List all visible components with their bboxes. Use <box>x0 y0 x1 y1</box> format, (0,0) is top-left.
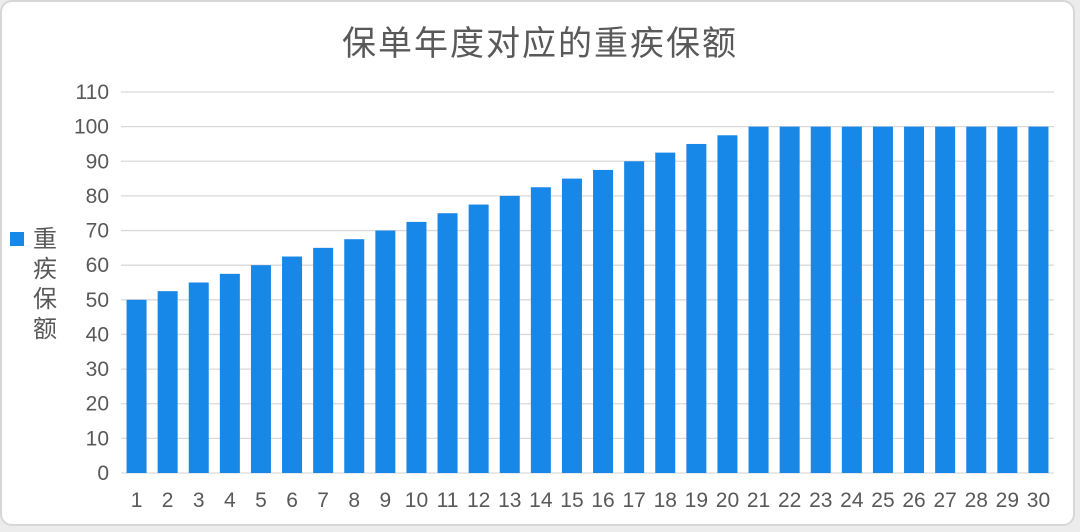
bar-year-29 <box>997 126 1018 474</box>
y-tick-label-90: 90 <box>86 150 109 173</box>
x-tick-label-28: 28 <box>965 489 988 512</box>
bar-year-14 <box>530 187 551 473</box>
x-tick-label-25: 25 <box>871 489 894 512</box>
x-tick-label-13: 13 <box>498 489 521 512</box>
bar-year-6 <box>282 256 303 473</box>
bar-year-5 <box>250 265 271 473</box>
bar-year-10 <box>406 221 427 473</box>
x-tick-label-24: 24 <box>840 489 864 512</box>
bar-year-15 <box>561 178 582 473</box>
x-tick-label-3: 3 <box>193 489 205 512</box>
x-tick-label-22: 22 <box>778 489 801 512</box>
x-tick-label-18: 18 <box>654 489 677 512</box>
x-tick-label-6: 6 <box>286 489 298 512</box>
bar-year-18 <box>655 152 676 473</box>
x-tick-label-29: 29 <box>996 489 1019 512</box>
bar-year-3 <box>188 282 209 473</box>
bar-year-17 <box>624 161 645 474</box>
x-tick-label-2: 2 <box>162 489 174 512</box>
legend-swatch-icon <box>10 232 24 246</box>
x-tick-label-5: 5 <box>255 489 267 512</box>
chart-title: 保单年度对应的重疾保额 <box>342 24 738 64</box>
legend-series-label: 重疾保额 <box>33 225 57 343</box>
bar-year-2 <box>157 291 178 473</box>
x-tick-label-9: 9 <box>380 489 392 512</box>
x-tick-label-27: 27 <box>933 489 956 512</box>
y-tick-label-20: 20 <box>86 393 109 416</box>
bar-year-16 <box>593 169 614 473</box>
x-tick-label-8: 8 <box>348 489 360 512</box>
x-tick-label-7: 7 <box>317 489 329 512</box>
bar-year-27 <box>935 126 956 474</box>
y-tick-label-50: 50 <box>86 289 109 312</box>
x-tick-label-23: 23 <box>809 489 832 512</box>
legend: 重疾保额 <box>10 224 57 344</box>
y-tick-label-60: 60 <box>86 254 109 277</box>
x-tick-label-30: 30 <box>1027 489 1050 512</box>
bar-year-30 <box>1028 126 1049 474</box>
bar-year-12 <box>468 204 489 473</box>
bar-year-28 <box>966 126 987 474</box>
bar-year-22 <box>779 126 800 474</box>
y-tick-label-80: 80 <box>86 185 109 208</box>
x-tick-label-21: 21 <box>747 489 770 512</box>
x-tick-label-4: 4 <box>224 489 236 512</box>
x-tick-label-20: 20 <box>716 489 739 512</box>
bar-year-24 <box>841 126 862 474</box>
bar-year-19 <box>686 143 707 474</box>
y-tick-label-0: 0 <box>97 462 109 485</box>
bar-year-20 <box>717 135 738 473</box>
x-tick-label-14: 14 <box>529 489 553 512</box>
y-tick-label-100: 100 <box>74 116 109 139</box>
bar-year-1 <box>126 299 147 473</box>
x-tick-label-16: 16 <box>591 489 614 512</box>
x-tick-label-15: 15 <box>560 489 583 512</box>
x-tick-label-12: 12 <box>467 489 490 512</box>
bar-year-8 <box>344 239 365 473</box>
bar-year-7 <box>313 247 334 473</box>
bar-year-9 <box>375 230 396 473</box>
y-tick-label-40: 40 <box>86 323 109 346</box>
x-tick-label-19: 19 <box>685 489 708 512</box>
bar-year-23 <box>810 126 831 474</box>
bar-year-4 <box>219 273 240 473</box>
y-tick-label-70: 70 <box>86 220 109 243</box>
x-tick-label-17: 17 <box>622 489 645 512</box>
y-tick-label-30: 30 <box>86 358 109 381</box>
y-tick-label-10: 10 <box>86 427 109 450</box>
x-tick-label-11: 11 <box>437 489 459 512</box>
bar-year-13 <box>499 195 520 473</box>
bar-year-11 <box>437 213 458 473</box>
x-tick-label-26: 26 <box>902 489 925 512</box>
x-tick-label-10: 10 <box>405 489 428 512</box>
y-tick-label-110: 110 <box>76 81 109 104</box>
x-tick-label-1: 1 <box>131 489 143 512</box>
bar-year-21 <box>748 126 769 474</box>
bar-year-26 <box>904 126 925 474</box>
bar-year-25 <box>872 126 893 474</box>
